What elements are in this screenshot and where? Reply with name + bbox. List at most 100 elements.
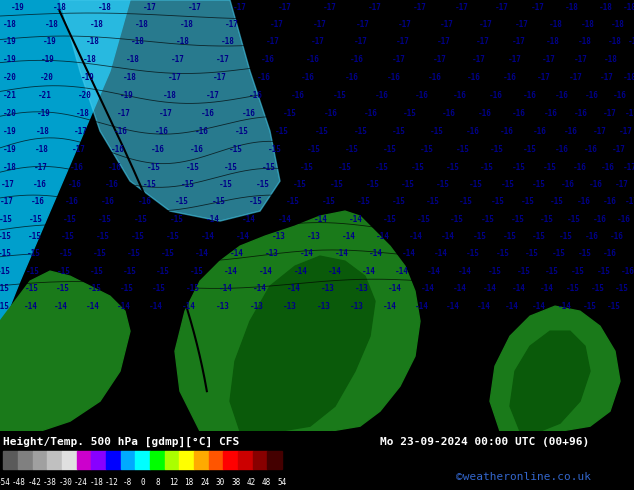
Text: -16: -16: [585, 91, 599, 99]
Text: -17: -17: [623, 163, 634, 172]
Text: -15: -15: [268, 145, 282, 153]
Text: -15: -15: [567, 215, 581, 223]
Text: -16: -16: [589, 180, 603, 189]
Text: -15: -15: [383, 215, 397, 223]
Text: -17: -17: [625, 109, 634, 118]
Text: -16: -16: [301, 73, 315, 81]
Text: -18: -18: [565, 2, 579, 11]
Text: -15: -15: [333, 91, 347, 99]
Text: -16: -16: [593, 215, 607, 223]
Text: -16: -16: [512, 109, 526, 118]
Text: -14: -14: [230, 248, 244, 258]
Text: -15: -15: [525, 248, 539, 258]
Text: -16: -16: [467, 73, 481, 81]
Text: -15: -15: [186, 163, 200, 172]
Text: -13: -13: [350, 302, 364, 311]
Text: -14: -14: [342, 232, 356, 241]
Text: -15: -15: [417, 215, 431, 223]
Text: -15: -15: [501, 180, 515, 189]
Bar: [150, 451, 165, 469]
Bar: [135, 451, 150, 469]
Text: -13: -13: [317, 302, 331, 311]
Text: -17: -17: [574, 54, 588, 64]
Bar: [223, 451, 238, 469]
Text: 38: 38: [231, 478, 240, 488]
Text: -15: -15: [480, 163, 494, 172]
Text: -18: -18: [3, 163, 17, 172]
Text: -16: -16: [610, 232, 624, 241]
Bar: [32, 451, 47, 469]
Text: -15: -15: [0, 248, 12, 258]
Text: -14: -14: [505, 302, 519, 311]
Text: -15: -15: [550, 196, 564, 206]
Text: -17: -17: [476, 37, 490, 46]
Text: -15: -15: [307, 145, 321, 153]
Text: -16: -16: [31, 196, 45, 206]
Text: -15: -15: [357, 196, 371, 206]
Text: -18: -18: [180, 20, 194, 28]
Text: -15: -15: [552, 248, 566, 258]
Text: -14: -14: [409, 232, 423, 241]
Text: -16: -16: [201, 109, 215, 118]
Text: -17: -17: [593, 126, 607, 136]
Text: -16: -16: [242, 109, 256, 118]
Text: -15: -15: [88, 284, 102, 293]
Text: -15: -15: [578, 248, 592, 258]
Text: -14: -14: [294, 267, 308, 276]
Text: -14: -14: [512, 284, 526, 293]
Text: -18: -18: [86, 37, 100, 46]
Text: 12: 12: [169, 478, 178, 488]
Text: -18: -18: [35, 145, 49, 153]
Text: -14: -14: [540, 284, 554, 293]
Text: -14: -14: [369, 248, 383, 258]
Text: -15: -15: [29, 215, 43, 223]
Polygon shape: [0, 271, 130, 431]
Text: -18: -18: [36, 126, 50, 136]
Text: -17: -17: [323, 2, 337, 11]
Text: -16: -16: [584, 145, 598, 153]
Text: -16: -16: [151, 145, 165, 153]
Text: -14: -14: [219, 284, 233, 293]
Polygon shape: [0, 0, 130, 331]
Text: 42: 42: [247, 478, 256, 488]
Text: -16: -16: [190, 145, 204, 153]
Text: -15: -15: [532, 180, 546, 189]
Text: -14: -14: [335, 248, 349, 258]
Text: -15: -15: [338, 163, 352, 172]
Text: -14: -14: [458, 267, 472, 276]
Text: -15: -15: [566, 284, 580, 293]
Polygon shape: [490, 306, 620, 431]
Text: -20: -20: [40, 73, 54, 81]
Text: -15: -15: [322, 196, 336, 206]
Text: -15: -15: [152, 284, 166, 293]
Text: -16: -16: [68, 180, 82, 189]
Text: -14: -14: [24, 302, 38, 311]
Text: -16: -16: [442, 109, 456, 118]
Text: -16: -16: [108, 163, 122, 172]
Text: -15: -15: [496, 248, 510, 258]
Text: -15: -15: [212, 196, 226, 206]
Polygon shape: [230, 256, 375, 431]
Text: -30: -30: [58, 478, 72, 488]
Text: -16: -16: [503, 73, 517, 81]
Text: -15: -15: [366, 180, 380, 189]
Text: -16: -16: [523, 91, 537, 99]
Text: -17: -17: [569, 73, 583, 81]
Text: -15: -15: [249, 196, 263, 206]
Text: -14: -14: [287, 284, 301, 293]
Text: -19: -19: [43, 37, 57, 46]
Text: -17: -17: [392, 54, 406, 64]
Text: -18: -18: [45, 20, 59, 28]
Text: -15: -15: [181, 180, 195, 189]
Text: -17: -17: [213, 73, 227, 81]
Text: -17: -17: [117, 109, 131, 118]
Text: -20: -20: [3, 109, 17, 118]
Text: -15: -15: [175, 196, 189, 206]
Text: -14: -14: [206, 215, 220, 223]
Text: -16: -16: [613, 91, 627, 99]
Text: -16: -16: [111, 145, 125, 153]
Text: -16: -16: [415, 91, 429, 99]
Text: -17: -17: [216, 54, 230, 64]
Text: -15: -15: [481, 215, 495, 223]
Text: -16: -16: [555, 91, 569, 99]
